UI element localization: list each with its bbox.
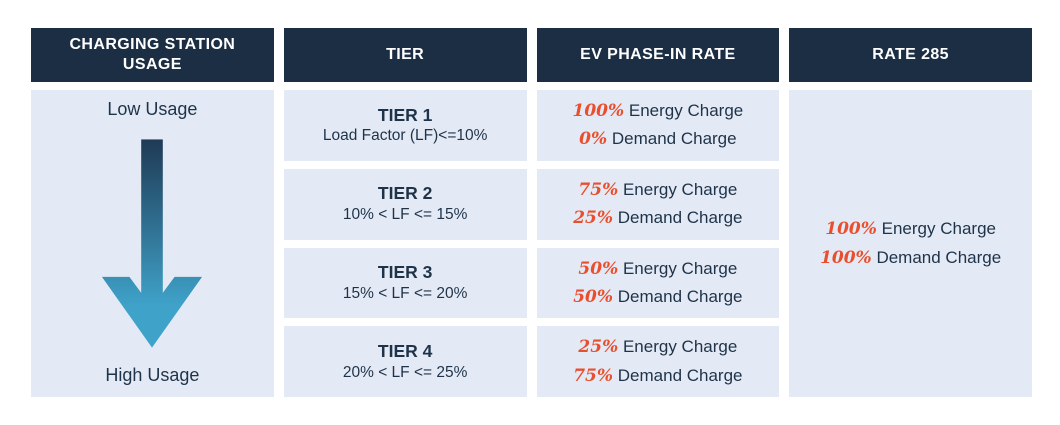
demand-charge-line: 25% Demand Charge <box>573 204 742 232</box>
phase-in-rate-cell-2: 75% Energy Charge 25% Demand Charge <box>536 168 780 240</box>
tier-cell-1: TIER 1 Load Factor (LF)<=10% <box>283 90 527 161</box>
demand-pct: 100% <box>820 247 872 268</box>
column-header-charging-station-usage: CHARGING STATION USAGE <box>31 28 274 82</box>
energy-label: Energy Charge <box>622 337 738 357</box>
tier-condition: 15% < LF <= 20% <box>342 284 468 302</box>
demand-pct: 75% <box>573 365 614 386</box>
ev-phase-in-table: CHARGING STATION USAGE TIER EV PHASE-IN … <box>31 28 1032 397</box>
phase-in-rate-cell-3: 50% Energy Charge 50% Demand Charge <box>536 247 780 319</box>
tier-name: TIER 2 <box>377 183 433 204</box>
energy-pct: 50% <box>578 258 619 279</box>
down-arrow-icon <box>98 123 206 363</box>
rate-285-cell: 100% Energy Charge 100% Demand Charge <box>789 90 1032 397</box>
column-header-label: RATE 285 <box>872 46 949 63</box>
low-usage-label: Low Usage <box>107 99 198 119</box>
tier-name: TIER 3 <box>377 262 433 283</box>
phase-in-rate-cell-1: 100% Energy Charge 0% Demand Charge <box>536 90 780 161</box>
energy-label: Energy Charge <box>881 219 996 239</box>
demand-pct: 0% <box>579 129 608 150</box>
usage-cell: Low Usage High Usage <box>31 90 274 397</box>
demand-charge-line: 75% Demand Charge <box>573 362 742 390</box>
energy-label: Energy Charge <box>628 101 744 121</box>
energy-pct: 25% <box>578 337 619 358</box>
phase-in-rate-cell-4: 25% Energy Charge 75% Demand Charge <box>536 326 780 397</box>
high-usage-label: High Usage <box>105 365 200 385</box>
energy-label: Energy Charge <box>622 258 738 278</box>
energy-pct: 75% <box>578 179 619 200</box>
demand-label: Demand Charge <box>611 129 737 149</box>
tier-cell-3: TIER 3 15% < LF <= 20% <box>283 247 527 319</box>
column-header-ev-phase-in-rate: EV PHASE-IN RATE <box>536 28 780 82</box>
demand-label: Demand Charge <box>617 208 743 228</box>
energy-charge-line: 25% Energy Charge <box>578 333 737 361</box>
energy-pct: 100% <box>572 101 625 122</box>
tier-name: TIER 1 <box>377 104 433 125</box>
demand-label: Demand Charge <box>876 247 1002 267</box>
column-header-label: CHARGING STATION USAGE <box>69 36 236 73</box>
energy-charge-line: 100% Energy Charge <box>825 215 996 243</box>
demand-pct: 25% <box>573 208 614 229</box>
demand-pct: 50% <box>573 286 614 307</box>
tier-condition: 20% < LF <= 25% <box>342 363 468 381</box>
tier-cell-4: TIER 4 20% < LF <= 25% <box>283 326 527 397</box>
energy-label: Energy Charge <box>622 179 738 199</box>
column-header-rate-285: RATE 285 <box>789 28 1032 82</box>
column-header-tier: TIER <box>283 28 527 82</box>
energy-charge-line: 100% Energy Charge <box>573 97 744 125</box>
tier-cell-2: TIER 2 10% < LF <= 15% <box>283 168 527 240</box>
demand-charge-line: 50% Demand Charge <box>573 283 742 311</box>
demand-label: Demand Charge <box>617 286 743 306</box>
tier-name: TIER 4 <box>377 340 433 361</box>
tier-condition: Load Factor (LF)<=10% <box>322 127 488 145</box>
demand-label: Demand Charge <box>617 365 743 385</box>
demand-charge-line: 0% Demand Charge <box>579 125 736 153</box>
energy-pct: 100% <box>825 219 877 240</box>
energy-charge-line: 75% Energy Charge <box>578 176 737 204</box>
energy-charge-line: 50% Energy Charge <box>578 255 737 283</box>
column-header-label: TIER <box>386 46 425 63</box>
demand-charge-line: 100% Demand Charge <box>820 244 1001 272</box>
tier-condition: 10% < LF <= 15% <box>342 206 468 224</box>
column-header-label: EV PHASE-IN RATE <box>580 46 736 63</box>
